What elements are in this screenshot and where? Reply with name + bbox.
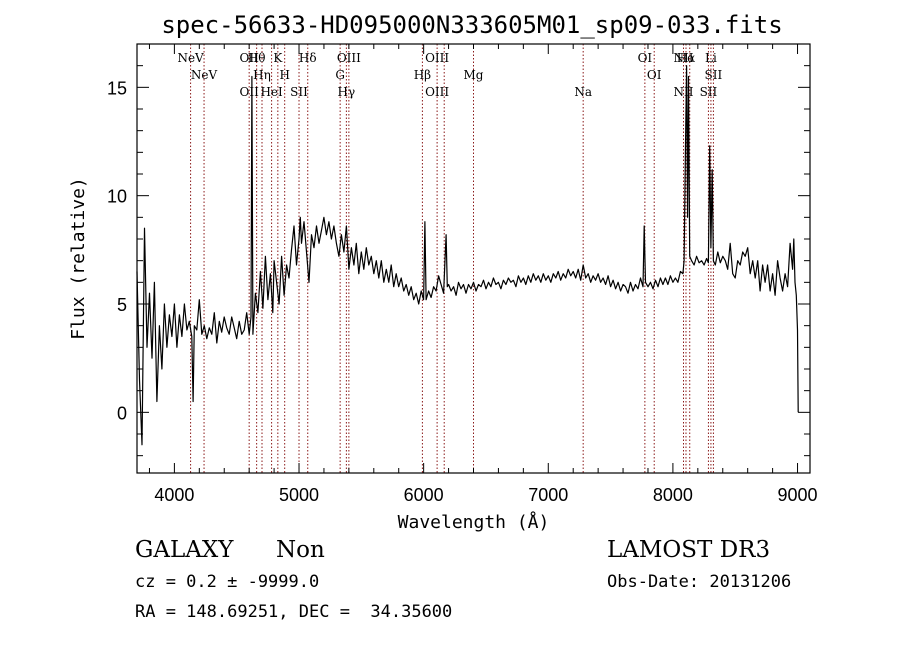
line-label-19-0: OI xyxy=(647,68,662,82)
line-label-17-0: Na xyxy=(574,85,592,99)
line-label-1-0: NeV xyxy=(191,68,218,82)
line-label-10-0: G xyxy=(335,68,345,82)
line-label-25-0: SII xyxy=(705,68,723,82)
line-label-3-0: Hθ xyxy=(248,51,266,65)
y-axis-label: Flux (relative) xyxy=(68,177,89,340)
line-label-6-0: K xyxy=(273,51,283,65)
line-label-24-0: Li xyxy=(705,51,717,65)
coordinates: RA = 148.69251, DEC = 34.35600 xyxy=(135,602,453,622)
survey-name: LAMOST DR3 xyxy=(607,537,771,563)
x-tick-label-4: 8000 xyxy=(653,485,693,505)
line-label-2-0: OII xyxy=(240,85,260,99)
line-label-13-0: Hβ xyxy=(414,68,431,82)
line-label-5-0: HeI xyxy=(260,85,283,99)
object-class: GALAXY xyxy=(135,537,234,563)
line-label-21-0: Hα xyxy=(677,51,696,65)
line-label-7-0: H xyxy=(279,68,289,82)
line-label-16-0: Mg xyxy=(464,68,484,82)
spectrum-line xyxy=(136,65,799,446)
x-tick-label-0: 4000 xyxy=(154,485,194,505)
line-label-12-0: OIII xyxy=(337,51,361,65)
line-label-8-0: SII xyxy=(290,85,308,99)
line-label-4-0: Hη xyxy=(253,68,271,82)
chart-title: spec-56633-HD095000N333605M01_sp09-033.f… xyxy=(161,11,782,39)
x-tick-label-5: 9000 xyxy=(778,485,818,505)
y-tick-label-1: 5 xyxy=(117,295,127,315)
y-tick-label-0: 0 xyxy=(117,403,127,423)
x-tick-label-1: 5000 xyxy=(279,485,319,505)
line-label-14-0: OIII xyxy=(425,85,449,99)
y-tick-label-2: 10 xyxy=(107,187,127,207)
redshift-readout: cz = 0.2 ± -9999.0 xyxy=(135,572,320,592)
line-label-23-0: SII xyxy=(700,85,718,99)
line-label-2-1: OII xyxy=(240,51,260,65)
x-tick-label-2: 6000 xyxy=(404,485,444,505)
line-label-0-0: NeV xyxy=(177,51,204,65)
object-subclass: Non xyxy=(276,537,325,563)
line-label-14-1: OIII xyxy=(425,51,449,65)
line-label-18-0: OI xyxy=(638,51,653,65)
obs-date: Obs-Date: 20131206 xyxy=(607,572,792,592)
x-tick-label-3: 7000 xyxy=(528,485,568,505)
y-tick-label-3: 15 xyxy=(107,78,127,98)
line-label-11-0: Hγ xyxy=(338,85,356,99)
x-axis-label: Wavelength (Å) xyxy=(398,511,550,533)
line-label-20-1: NII xyxy=(674,51,694,65)
line-label-20-0: NII xyxy=(674,85,694,99)
line-label-9-0: Hδ xyxy=(299,51,317,65)
